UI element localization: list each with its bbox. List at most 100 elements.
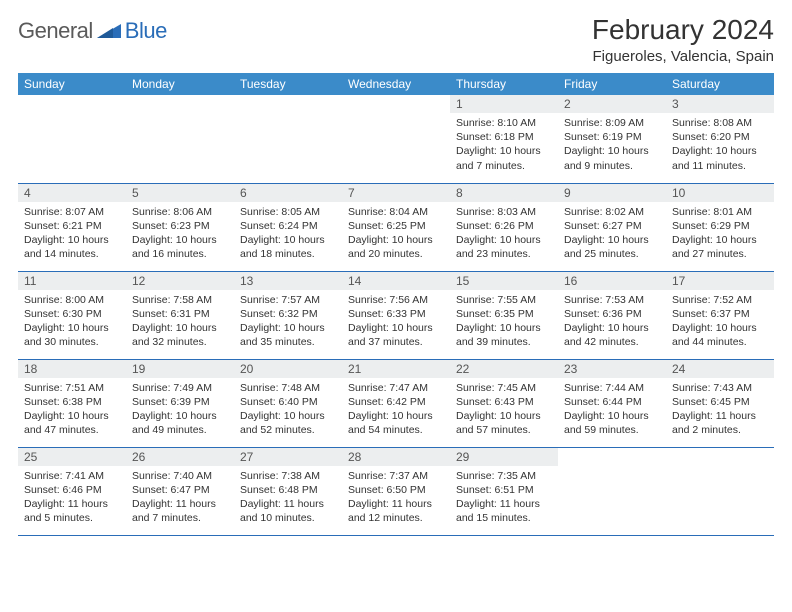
calendar-day-cell: 24Sunrise: 7:43 AMSunset: 6:45 PMDayligh… xyxy=(666,359,774,447)
day-number: 20 xyxy=(234,360,342,378)
day-details: Sunrise: 8:03 AMSunset: 6:26 PMDaylight:… xyxy=(450,202,558,266)
header: General Blue February 2024 Figueroles, V… xyxy=(18,14,774,65)
daylight-line: Daylight: 10 hours and 57 minutes. xyxy=(456,409,552,437)
daylight-line: Daylight: 10 hours and 14 minutes. xyxy=(24,233,120,261)
sunrise-line: Sunrise: 8:10 AM xyxy=(456,116,552,130)
day-number: 19 xyxy=(126,360,234,378)
daylight-line: Daylight: 10 hours and 9 minutes. xyxy=(564,144,660,172)
sunrise-line: Sunrise: 8:04 AM xyxy=(348,205,444,219)
day-number: 13 xyxy=(234,272,342,290)
sunset-line: Sunset: 6:26 PM xyxy=(456,219,552,233)
sunset-line: Sunset: 6:47 PM xyxy=(132,483,228,497)
calendar-empty-cell xyxy=(558,447,666,535)
sunset-line: Sunset: 6:24 PM xyxy=(240,219,336,233)
daylight-line: Daylight: 10 hours and 16 minutes. xyxy=(132,233,228,261)
daylight-line: Daylight: 10 hours and 30 minutes. xyxy=(24,321,120,349)
day-number: 8 xyxy=(450,184,558,202)
calendar-day-cell: 21Sunrise: 7:47 AMSunset: 6:42 PMDayligh… xyxy=(342,359,450,447)
calendar-empty-cell xyxy=(234,95,342,183)
sunset-line: Sunset: 6:23 PM xyxy=(132,219,228,233)
calendar-day-cell: 22Sunrise: 7:45 AMSunset: 6:43 PMDayligh… xyxy=(450,359,558,447)
sunrise-line: Sunrise: 8:02 AM xyxy=(564,205,660,219)
daylight-line: Daylight: 10 hours and 11 minutes. xyxy=(672,144,768,172)
day-details: Sunrise: 8:02 AMSunset: 6:27 PMDaylight:… xyxy=(558,202,666,266)
sunset-line: Sunset: 6:43 PM xyxy=(456,395,552,409)
sunrise-line: Sunrise: 7:37 AM xyxy=(348,469,444,483)
day-number: 2 xyxy=(558,95,666,113)
calendar-day-cell: 5Sunrise: 8:06 AMSunset: 6:23 PMDaylight… xyxy=(126,183,234,271)
daylight-line: Daylight: 10 hours and 47 minutes. xyxy=(24,409,120,437)
day-details: Sunrise: 7:35 AMSunset: 6:51 PMDaylight:… xyxy=(450,466,558,530)
day-number: 18 xyxy=(18,360,126,378)
sunrise-line: Sunrise: 7:38 AM xyxy=(240,469,336,483)
daylight-line: Daylight: 10 hours and 52 minutes. xyxy=(240,409,336,437)
sunrise-line: Sunrise: 7:49 AM xyxy=(132,381,228,395)
day-number: 1 xyxy=(450,95,558,113)
calendar-day-cell: 4Sunrise: 8:07 AMSunset: 6:21 PMDaylight… xyxy=(18,183,126,271)
calendar-week-row: 1Sunrise: 8:10 AMSunset: 6:18 PMDaylight… xyxy=(18,95,774,183)
sunrise-line: Sunrise: 8:09 AM xyxy=(564,116,660,130)
weekday-header: Sunday xyxy=(18,73,126,95)
daylight-line: Daylight: 10 hours and 32 minutes. xyxy=(132,321,228,349)
calendar-week-row: 18Sunrise: 7:51 AMSunset: 6:38 PMDayligh… xyxy=(18,359,774,447)
calendar-day-cell: 25Sunrise: 7:41 AMSunset: 6:46 PMDayligh… xyxy=(18,447,126,535)
sunrise-line: Sunrise: 7:52 AM xyxy=(672,293,768,307)
sunset-line: Sunset: 6:51 PM xyxy=(456,483,552,497)
day-details: Sunrise: 7:55 AMSunset: 6:35 PMDaylight:… xyxy=(450,290,558,354)
calendar-day-cell: 27Sunrise: 7:38 AMSunset: 6:48 PMDayligh… xyxy=(234,447,342,535)
day-details: Sunrise: 7:38 AMSunset: 6:48 PMDaylight:… xyxy=(234,466,342,530)
daylight-line: Daylight: 10 hours and 44 minutes. xyxy=(672,321,768,349)
day-details: Sunrise: 7:58 AMSunset: 6:31 PMDaylight:… xyxy=(126,290,234,354)
weekday-header: Wednesday xyxy=(342,73,450,95)
calendar-day-cell: 28Sunrise: 7:37 AMSunset: 6:50 PMDayligh… xyxy=(342,447,450,535)
daylight-line: Daylight: 10 hours and 42 minutes. xyxy=(564,321,660,349)
sunset-line: Sunset: 6:48 PM xyxy=(240,483,336,497)
day-number: 17 xyxy=(666,272,774,290)
sunrise-line: Sunrise: 8:08 AM xyxy=(672,116,768,130)
logo-triangle-icon xyxy=(97,22,123,40)
sunset-line: Sunset: 6:32 PM xyxy=(240,307,336,321)
sunrise-line: Sunrise: 7:41 AM xyxy=(24,469,120,483)
daylight-line: Daylight: 10 hours and 23 minutes. xyxy=(456,233,552,261)
weekday-header: Saturday xyxy=(666,73,774,95)
sunset-line: Sunset: 6:40 PM xyxy=(240,395,336,409)
daylight-line: Daylight: 10 hours and 54 minutes. xyxy=(348,409,444,437)
day-number: 12 xyxy=(126,272,234,290)
sunrise-line: Sunrise: 7:44 AM xyxy=(564,381,660,395)
day-details: Sunrise: 7:57 AMSunset: 6:32 PMDaylight:… xyxy=(234,290,342,354)
day-details: Sunrise: 7:41 AMSunset: 6:46 PMDaylight:… xyxy=(18,466,126,530)
sunset-line: Sunset: 6:45 PM xyxy=(672,395,768,409)
day-number: 5 xyxy=(126,184,234,202)
day-details: Sunrise: 8:10 AMSunset: 6:18 PMDaylight:… xyxy=(450,113,558,177)
calendar-day-cell: 17Sunrise: 7:52 AMSunset: 6:37 PMDayligh… xyxy=(666,271,774,359)
day-details: Sunrise: 7:51 AMSunset: 6:38 PMDaylight:… xyxy=(18,378,126,442)
day-number: 14 xyxy=(342,272,450,290)
sunset-line: Sunset: 6:27 PM xyxy=(564,219,660,233)
calendar-day-cell: 10Sunrise: 8:01 AMSunset: 6:29 PMDayligh… xyxy=(666,183,774,271)
sunset-line: Sunset: 6:44 PM xyxy=(564,395,660,409)
sunset-line: Sunset: 6:19 PM xyxy=(564,130,660,144)
sunset-line: Sunset: 6:31 PM xyxy=(132,307,228,321)
sunrise-line: Sunrise: 7:51 AM xyxy=(24,381,120,395)
calendar-week-row: 11Sunrise: 8:00 AMSunset: 6:30 PMDayligh… xyxy=(18,271,774,359)
calendar-day-cell: 16Sunrise: 7:53 AMSunset: 6:36 PMDayligh… xyxy=(558,271,666,359)
day-details: Sunrise: 7:37 AMSunset: 6:50 PMDaylight:… xyxy=(342,466,450,530)
day-details: Sunrise: 8:05 AMSunset: 6:24 PMDaylight:… xyxy=(234,202,342,266)
calendar-day-cell: 18Sunrise: 7:51 AMSunset: 6:38 PMDayligh… xyxy=(18,359,126,447)
daylight-line: Daylight: 10 hours and 49 minutes. xyxy=(132,409,228,437)
sunset-line: Sunset: 6:46 PM xyxy=(24,483,120,497)
day-number: 26 xyxy=(126,448,234,466)
daylight-line: Daylight: 11 hours and 12 minutes. xyxy=(348,497,444,525)
sunrise-line: Sunrise: 7:55 AM xyxy=(456,293,552,307)
weekday-header: Tuesday xyxy=(234,73,342,95)
sunrise-line: Sunrise: 7:43 AM xyxy=(672,381,768,395)
sunrise-line: Sunrise: 7:47 AM xyxy=(348,381,444,395)
day-number: 24 xyxy=(666,360,774,378)
daylight-line: Daylight: 10 hours and 27 minutes. xyxy=(672,233,768,261)
calendar-day-cell: 13Sunrise: 7:57 AMSunset: 6:32 PMDayligh… xyxy=(234,271,342,359)
logo-text-blue: Blue xyxy=(125,18,167,44)
sunset-line: Sunset: 6:25 PM xyxy=(348,219,444,233)
calendar-day-cell: 11Sunrise: 8:00 AMSunset: 6:30 PMDayligh… xyxy=(18,271,126,359)
calendar-table: SundayMondayTuesdayWednesdayThursdayFrid… xyxy=(18,73,774,535)
day-details: Sunrise: 8:04 AMSunset: 6:25 PMDaylight:… xyxy=(342,202,450,266)
